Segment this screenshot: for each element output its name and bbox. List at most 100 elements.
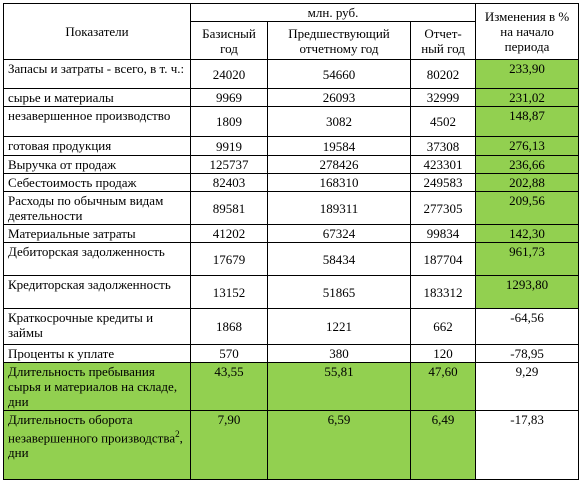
value-cell: 570 — [190, 344, 268, 363]
label-text: Длительность оборота незавершенного прои… — [8, 412, 176, 446]
row-label: Длительность оборота незавершенного прои… — [3, 410, 191, 480]
value-cell: 7,90 — [190, 410, 268, 480]
footnote-mark: 2 — [175, 429, 180, 439]
table-row: Расходы по обычным видам деятельности 895… — [3, 191, 580, 225]
row-label: Выручка от продаж — [3, 155, 191, 174]
table-row: Проценты к уплате 570 380 120 -78,95 — [3, 344, 580, 363]
table-row: Запасы и затраты - всего, в т. ч.: 24020 5… — [3, 59, 580, 89]
label-text: Расходы по обычным видам деятельности — [8, 193, 164, 223]
row-label: Запасы и затраты - всего, в т. ч.: — [3, 59, 191, 89]
value-cell: 26093 — [267, 88, 411, 107]
label-text: Дебиторская задолженность — [8, 244, 165, 259]
label-text: готовая продукция — [8, 138, 112, 153]
label-text: Запасы и затраты - всего, в т. ч.: — [8, 61, 185, 76]
table-row: незавершенное производство 1809 3082 4502 14… — [3, 106, 580, 137]
row-label: Себестоимость продаж — [3, 173, 191, 192]
value-cell: 187704 — [409, 242, 477, 276]
value-cell: 99834 — [409, 224, 477, 243]
row-label: Дебиторская задолженность — [3, 242, 191, 276]
label-text: сырье и материалы — [8, 90, 114, 105]
value-cell: 231,02 — [475, 88, 580, 107]
value-cell: 9969 — [190, 88, 268, 107]
value-cell: -78,95 — [475, 344, 580, 363]
value-cell: 9,29 — [475, 362, 580, 411]
table-row: сырье и материалы 9969 26093 32999 231,02 — [3, 88, 580, 107]
row-label: Проценты к уплате — [3, 344, 191, 363]
row-label: Длительность пребывания сырья и материал… — [3, 362, 191, 411]
value-cell: 202,88 — [475, 173, 580, 192]
value-cell: 89581 — [190, 191, 268, 225]
header-cell: Отчет-ный год — [409, 21, 477, 60]
value-cell: 249583 — [409, 173, 477, 192]
value-cell: 55,81 — [267, 362, 411, 411]
value-cell: 168310 — [267, 173, 411, 192]
value-cell: 80202 — [409, 59, 477, 89]
label-text: Проценты к уплате — [8, 346, 115, 361]
value-cell: 423301 — [409, 155, 477, 174]
value-cell: 32999 — [409, 88, 477, 107]
table-row: Длительность оборота незавершенного прои… — [3, 410, 580, 480]
value-cell: 19584 — [267, 136, 411, 156]
label-text: Выручка от продаж — [8, 157, 117, 172]
value-cell: 277305 — [409, 191, 477, 225]
value-cell: 13152 — [190, 275, 268, 309]
table-row: готовая продукция 9919 19584 37308 276,13 — [3, 136, 580, 156]
value-cell: 125737 — [190, 155, 268, 174]
label-text: Себестоимость продаж — [8, 175, 137, 190]
header-row: Показатели млн. руб. Изменения в % на на… — [3, 3, 580, 60]
value-cell: 6,59 — [267, 410, 411, 480]
value-cell: 6,49 — [409, 410, 477, 480]
label-text: незавершенное производство — [8, 108, 171, 123]
value-cell: 189311 — [267, 191, 411, 225]
value-cell: 58434 — [267, 242, 411, 276]
value-cell: 380 — [267, 344, 411, 363]
value-cell: 236,66 — [475, 155, 580, 174]
value-cell: 4502 — [409, 106, 477, 137]
value-cell: 120 — [409, 344, 477, 363]
value-cell: 1809 — [190, 106, 268, 137]
value-cell: 17679 — [190, 242, 268, 276]
value-cell: 67324 — [267, 224, 411, 243]
header-cell: Базисный год — [190, 21, 268, 60]
data-table: Показатели млн. руб. Изменения в % на на… — [3, 3, 580, 480]
value-cell: -64,56 — [475, 308, 580, 345]
value-cell: 47,60 — [409, 362, 477, 411]
row-label: Материальные затраты — [3, 224, 191, 243]
value-cell: 1293,80 — [475, 275, 580, 309]
row-label: готовая продукция — [3, 136, 191, 156]
row-label: Кредиторская задолженность — [3, 275, 191, 309]
table-row: Длительность пребывания сырья и материал… — [3, 362, 580, 411]
value-cell: 662 — [409, 308, 477, 345]
value-cell: 183312 — [409, 275, 477, 309]
value-cell: 276,13 — [475, 136, 580, 156]
table-row: Материальные затраты 41202 67324 99834 142,3… — [3, 224, 580, 243]
header-cell: млн. руб. — [189, 3, 477, 22]
header-row: Базисный год Предшествующий отчетному го… — [4, 21, 579, 60]
label-text: Материальные затраты — [8, 226, 136, 241]
label-suffix: , дни — [8, 430, 183, 461]
label-text: Краткосрочные кредиты и займы — [8, 310, 154, 340]
value-cell: 961,73 — [475, 242, 580, 276]
row-label: сырье и материалы — [3, 88, 191, 107]
value-cell: 9919 — [190, 136, 268, 156]
table-row: Дебиторская задолженность 17679 58434 18770… — [3, 242, 580, 276]
row-label: Расходы по обычным видам деятельности — [3, 191, 191, 225]
value-cell: 54660 — [267, 59, 411, 89]
row-label: незавершенное производство — [3, 106, 191, 137]
value-cell: 37308 — [409, 136, 477, 156]
header-cell: Показатели — [3, 3, 191, 60]
value-cell: 1868 — [190, 308, 268, 345]
value-cell: 24020 — [190, 59, 268, 89]
value-cell: 233,90 — [475, 59, 580, 89]
value-cell: 41202 — [190, 224, 268, 243]
value-cell: 43,55 — [190, 362, 268, 411]
table-row: Кредиторская задолженность 13152 51865 1833… — [3, 275, 580, 309]
value-cell: -17,83 — [475, 410, 580, 480]
value-cell: 3082 — [267, 106, 411, 137]
value-cell: 82403 — [190, 173, 268, 192]
value-cell: 1221 — [267, 308, 411, 345]
value-cell: 278426 — [267, 155, 411, 174]
table-row: Краткосрочные кредиты и займы 1868 1221 662… — [3, 308, 580, 345]
header-cell: Предшествующий отчетному год — [267, 21, 411, 60]
